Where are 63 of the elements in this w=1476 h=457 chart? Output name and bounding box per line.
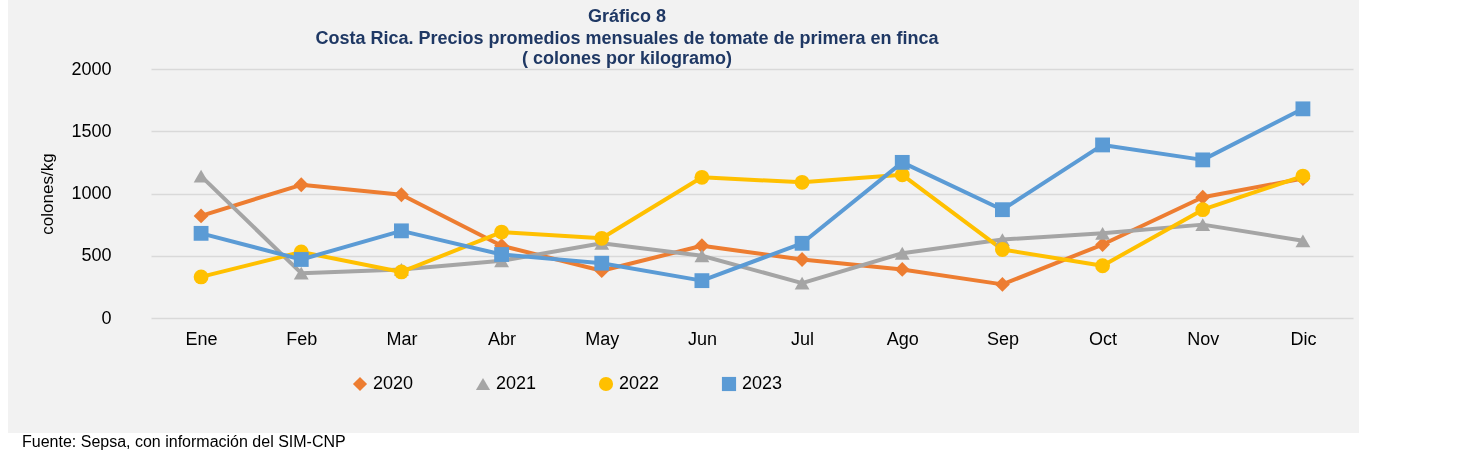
point	[293, 252, 309, 267]
point	[995, 276, 1010, 292]
point	[1195, 189, 1211, 205]
point	[794, 235, 810, 251]
x-tick-label: Sep	[986, 328, 1019, 349]
x-tick-label: Nov	[1187, 328, 1220, 349]
x-tick-label: Dic	[1290, 328, 1317, 349]
point	[894, 262, 910, 277]
y-tick-label: 500	[81, 245, 112, 266]
point	[1195, 202, 1211, 218]
legend-label: 2021	[496, 373, 537, 393]
x-tick-label: Jul	[791, 328, 815, 349]
y-tick-label: 1500	[71, 120, 112, 141]
point	[1095, 237, 1110, 252]
legend-label: 2023	[742, 373, 783, 393]
point	[394, 264, 409, 280]
point	[694, 169, 710, 185]
x-tick-label: Oct	[1089, 328, 1118, 349]
point	[293, 177, 309, 193]
legend-label: 2022	[619, 373, 660, 393]
x-tick-label: Ago	[886, 328, 919, 349]
y-tick-label: 1000	[71, 183, 112, 203]
point	[995, 242, 1010, 257]
point	[694, 249, 710, 263]
point	[193, 225, 209, 241]
point	[794, 276, 810, 290]
x-tick-label: Jun	[687, 328, 717, 349]
point	[193, 169, 209, 183]
y-tick-label: 2000	[71, 58, 112, 79]
point	[1195, 218, 1211, 232]
source-note: Fuente: Sepsa, con información del SIM-CNP	[22, 433, 346, 451]
x-tick-label: May	[585, 328, 620, 349]
legend-label: 2020	[373, 373, 414, 393]
point	[1195, 152, 1211, 168]
point	[1095, 137, 1110, 153]
point	[394, 187, 409, 203]
point	[494, 247, 509, 262]
point	[794, 174, 810, 190]
point	[1095, 226, 1110, 240]
x-tick-label: Ene	[185, 328, 218, 349]
point	[1295, 101, 1311, 117]
point	[394, 223, 409, 239]
point	[894, 154, 910, 170]
point	[1095, 258, 1110, 274]
point	[694, 273, 710, 289]
point	[894, 246, 910, 260]
point	[594, 230, 610, 246]
chart-title: Gráfico 8	[587, 6, 667, 26]
point	[293, 266, 309, 280]
x-tick-label: Feb	[286, 328, 318, 349]
y-tick-label: 0	[101, 307, 112, 328]
x-tick-label: Abr	[488, 328, 517, 349]
point	[995, 202, 1010, 218]
point	[594, 255, 610, 271]
point	[794, 252, 810, 267]
x-tick-label: Mar	[386, 328, 418, 349]
chart-subtitle: Costa Rica. Precios promedios mensuales de tomate de primera en finca ( colones por kilogramo)	[315, 28, 940, 68]
point	[193, 269, 209, 285]
y-axis-title: colones/kg	[38, 153, 58, 235]
point	[1295, 234, 1311, 248]
point	[193, 208, 209, 224]
point	[494, 224, 509, 240]
point	[694, 238, 710, 254]
